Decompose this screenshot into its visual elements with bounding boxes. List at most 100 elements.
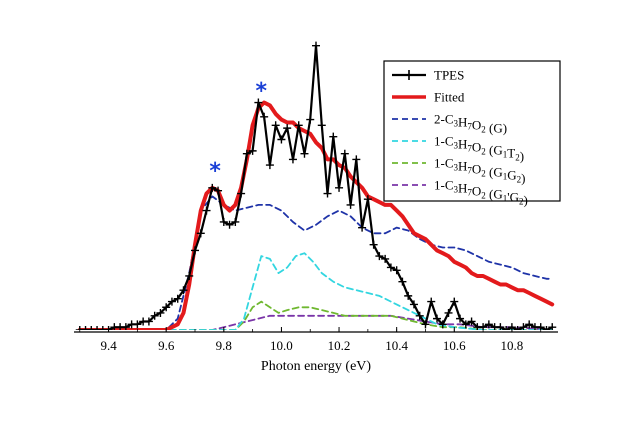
x-axis-title: Photon energy (eV) <box>261 359 371 374</box>
tpes-data-point <box>144 317 153 326</box>
tpes-data-point <box>150 311 159 320</box>
tpes-data-point <box>219 217 228 226</box>
tpes-data-point <box>409 300 418 309</box>
tpes-data-point <box>179 286 188 295</box>
legend-item: TPES <box>392 68 464 83</box>
legend-item: 1-C3H7O2 (G1T2) <box>392 134 524 164</box>
tpes-data-point <box>202 206 211 215</box>
tpes-data-point <box>323 189 332 198</box>
x-tick-label: 10.6 <box>443 338 466 353</box>
tpes-data-point <box>167 297 176 306</box>
tpes-data-point <box>225 220 234 229</box>
series-line-4 <box>78 300 554 330</box>
legend-label: Fitted <box>434 90 465 105</box>
tpes-data-point <box>81 326 90 330</box>
tpes-data-point <box>306 115 315 124</box>
tpes-data-point <box>450 297 459 306</box>
tpes-data-point <box>329 132 338 141</box>
tpes-data-point <box>525 320 534 329</box>
legend-item: 1-C3H7O2 (G1G2) <box>392 156 525 186</box>
tpes-data-point <box>340 149 349 158</box>
tpes-data-point <box>133 320 142 329</box>
tpes-data-point <box>277 135 286 144</box>
x-tick-label: 10.2 <box>328 338 351 353</box>
tpes-data-point <box>415 311 424 320</box>
legend-label: 1-C3H7O2 (G1'G2) <box>434 178 528 208</box>
tpes-data-point <box>185 271 194 280</box>
tpes-data-point <box>260 112 269 121</box>
tpes-data-point <box>162 303 171 312</box>
tpes-data-point <box>461 320 470 329</box>
tpes-data-point <box>444 308 453 317</box>
tpes-data-point <box>346 200 355 209</box>
tpes-data-point <box>208 183 217 192</box>
tpes-data-point <box>288 155 297 164</box>
tpes-data-point <box>196 229 205 238</box>
tpes-data-point <box>231 217 240 226</box>
series-line-2 <box>78 195 554 330</box>
x-tick-label: 9.4 <box>100 338 117 353</box>
tpes-data-point <box>242 149 251 158</box>
peak-asterisk: * <box>256 79 268 104</box>
tpes-data-point <box>496 323 505 330</box>
tpes-data-point <box>265 161 274 170</box>
tpes-data-point <box>358 223 367 232</box>
x-tick-label: 10.8 <box>501 338 524 353</box>
tpes-data-point <box>254 98 263 107</box>
x-tick-label: 10.4 <box>385 338 408 353</box>
tpes-data-point <box>548 323 557 330</box>
x-tick-label: 9.8 <box>216 338 232 353</box>
tpes-data-point <box>363 195 372 204</box>
legend-label: TPES <box>434 68 464 83</box>
tpes-data-point <box>121 323 130 330</box>
tpes-data-point <box>404 291 413 300</box>
tpes-data-point <box>392 266 401 275</box>
legend-item: 1-C3H7O2 (G1'G2) <box>392 178 528 208</box>
tpes-data-point <box>248 146 257 155</box>
legend-marker <box>405 70 413 80</box>
tpes-data-point <box>300 149 309 158</box>
tpes-data-point <box>513 326 522 330</box>
tpes-data-point <box>352 155 361 164</box>
tpes-data-point <box>375 252 384 261</box>
tpes-data-point <box>317 121 326 130</box>
tpes-data-point <box>75 326 84 330</box>
tpes-data-point <box>294 121 303 130</box>
legend-label: 2-C3H7O2 (G) <box>434 112 507 136</box>
tpes-data-point <box>427 297 436 306</box>
tpes-data-point <box>283 124 292 133</box>
tpes-data-point <box>312 41 320 50</box>
x-tick-label: 10.0 <box>270 338 293 353</box>
tpes-data-point <box>519 323 528 330</box>
legend-label: 1-C3H7O2 (G1G2) <box>434 156 525 186</box>
tpes-data-point <box>335 183 344 192</box>
legend-box <box>383 60 561 202</box>
tpes-data-point <box>93 326 102 330</box>
tpes-data-point <box>369 240 378 249</box>
tpes-data-point <box>98 326 107 330</box>
tpes-data-point <box>87 326 96 330</box>
tpes-data-point <box>467 317 476 326</box>
peak-asterisk: * <box>209 159 221 184</box>
tpes-data-point <box>381 254 390 263</box>
tpes-data-point <box>502 326 511 330</box>
tpes-data-point <box>433 314 441 323</box>
tpes-data-point <box>456 314 465 323</box>
tpes-data-point <box>156 308 165 317</box>
tpes-data-point <box>438 320 447 329</box>
tpes-data-point <box>191 246 199 255</box>
tpes-data-point <box>398 277 407 286</box>
legend-item: Fitted <box>392 90 465 105</box>
x-tick-label: 9.6 <box>158 338 175 353</box>
tpes-data-point <box>484 320 493 329</box>
tpes-data-point <box>173 294 182 303</box>
tpes-data-point <box>421 320 430 329</box>
series-line-3 <box>78 252 554 330</box>
tpes-data-point <box>542 326 551 330</box>
tpes-data-point <box>214 186 223 195</box>
tpes-data-point <box>237 189 246 198</box>
tpes-data-point <box>386 263 395 272</box>
legend-label: 1-C3H7O2 (G1T2) <box>434 134 524 164</box>
